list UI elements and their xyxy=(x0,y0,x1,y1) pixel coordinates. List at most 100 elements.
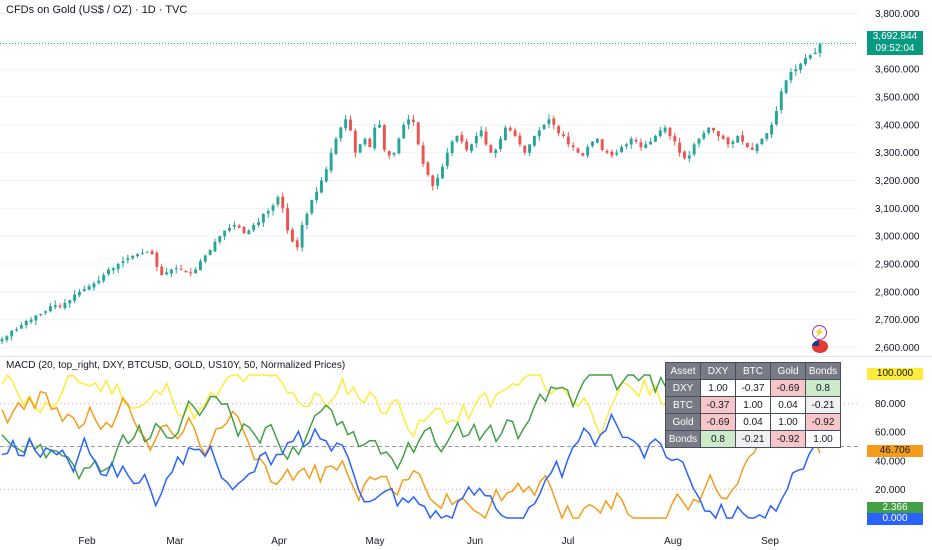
candle-body xyxy=(421,145,425,164)
candle-body xyxy=(344,119,348,129)
candle-body xyxy=(179,268,183,270)
candle-body xyxy=(808,55,812,59)
time-tick: Jul xyxy=(562,536,575,547)
candle-body xyxy=(474,135,478,144)
price-tick: 3,100.000 xyxy=(875,204,920,215)
candle-body xyxy=(126,258,130,261)
candle-body xyxy=(460,135,464,142)
candle-body xyxy=(712,127,715,131)
candle-body xyxy=(19,325,23,329)
candle-body xyxy=(760,138,764,145)
candle-body xyxy=(470,144,473,152)
table-cell: 0.8 xyxy=(700,430,736,448)
time-tick: Jun xyxy=(467,536,483,547)
candle-body xyxy=(223,230,227,237)
table-cell: -0.37 xyxy=(735,379,771,397)
table-header: BTC xyxy=(735,362,771,380)
candle-body xyxy=(513,130,517,136)
table-cell: 1.00 xyxy=(805,430,841,448)
candle-body xyxy=(518,135,522,145)
candle-body xyxy=(271,205,275,211)
table-cell: -0.21 xyxy=(735,430,771,448)
candle-body xyxy=(494,149,498,154)
row-label: BTC xyxy=(665,396,701,414)
candle-body xyxy=(649,141,653,145)
candle-body xyxy=(503,127,507,141)
table-cell: -0.69 xyxy=(770,379,806,397)
candle-body xyxy=(426,162,430,175)
countdown: 09:52:04 xyxy=(875,43,915,54)
candle-body xyxy=(653,135,657,142)
candle-body xyxy=(300,225,304,248)
candle-body xyxy=(683,151,686,159)
table-header-row: Asset DXY BTC Gold Bonds xyxy=(665,362,841,380)
candle-body xyxy=(402,124,406,139)
price-tick: 3,800.000 xyxy=(875,9,920,20)
candle-body xyxy=(794,69,798,72)
table-cell: -0.21 xyxy=(805,396,841,414)
candle-body xyxy=(29,319,33,322)
candle-body xyxy=(687,155,691,159)
candle-body xyxy=(639,142,643,148)
candle-body xyxy=(242,226,246,234)
candle-body xyxy=(741,135,745,142)
row-label: DXY xyxy=(665,379,701,397)
candle-body xyxy=(508,127,512,131)
correlation-table: Asset DXY BTC Gold Bonds DXY 1.00 -0.37 … xyxy=(665,362,841,448)
candle-body xyxy=(203,255,207,262)
candle-body xyxy=(784,80,788,93)
candle-body xyxy=(566,136,570,145)
candle-body xyxy=(644,144,648,148)
price-tick: 3,600.000 xyxy=(875,65,920,76)
pane-separator[interactable] xyxy=(0,356,932,357)
lightning-icon[interactable]: ⚡ xyxy=(812,325,827,340)
table-header: DXY xyxy=(700,362,736,380)
indicator-tick: 20.000 xyxy=(875,485,906,496)
us-flag-icon[interactable] xyxy=(812,340,828,353)
candle-body xyxy=(0,339,4,342)
time-tick: Sep xyxy=(761,536,779,547)
candle-body xyxy=(121,261,125,263)
candle-body xyxy=(218,236,222,242)
candle-body xyxy=(257,222,260,225)
candle-body xyxy=(552,118,556,125)
candle-body xyxy=(697,138,701,144)
candle-body xyxy=(576,148,580,153)
last-price: 3,692.844 xyxy=(872,31,918,42)
candle-body xyxy=(295,240,299,248)
indicator-line-bonds xyxy=(1,412,821,520)
table-cell: 1.00 xyxy=(735,396,771,414)
badge-orange: 46.706 xyxy=(867,445,923,457)
table-header: Bonds xyxy=(805,362,841,380)
candle-body xyxy=(92,283,96,288)
candle-body xyxy=(731,141,735,144)
candle-body xyxy=(745,142,749,148)
table-header: Asset xyxy=(665,362,701,380)
table-cell: 1.00 xyxy=(770,413,806,431)
candle-body xyxy=(591,141,594,146)
candle-body xyxy=(716,131,720,136)
candle-body xyxy=(261,213,265,223)
table-row: Gold -0.69 0.04 1.00 -0.92 xyxy=(665,413,841,431)
candle-body xyxy=(184,270,188,273)
candle-body xyxy=(455,135,459,142)
candle-body xyxy=(150,251,154,255)
candle-body xyxy=(673,136,677,142)
candle-body xyxy=(305,213,309,226)
candle-body xyxy=(228,227,231,231)
candle-body xyxy=(441,166,444,179)
time-tick: Aug xyxy=(664,536,682,547)
candle-body xyxy=(53,305,57,308)
candle-body xyxy=(232,225,236,227)
candle-body xyxy=(213,241,217,252)
candle-body xyxy=(208,250,212,255)
indicator-title: MACD (20, top_right, DXY, BTCUSD, GOLD, … xyxy=(6,360,346,371)
candle-body xyxy=(668,127,672,136)
candle-body xyxy=(562,134,565,136)
candle-body xyxy=(116,263,120,270)
candle-body xyxy=(610,151,614,156)
candle-body xyxy=(140,252,144,254)
price-tick: 3,200.000 xyxy=(875,176,920,187)
candle-body xyxy=(247,230,251,235)
